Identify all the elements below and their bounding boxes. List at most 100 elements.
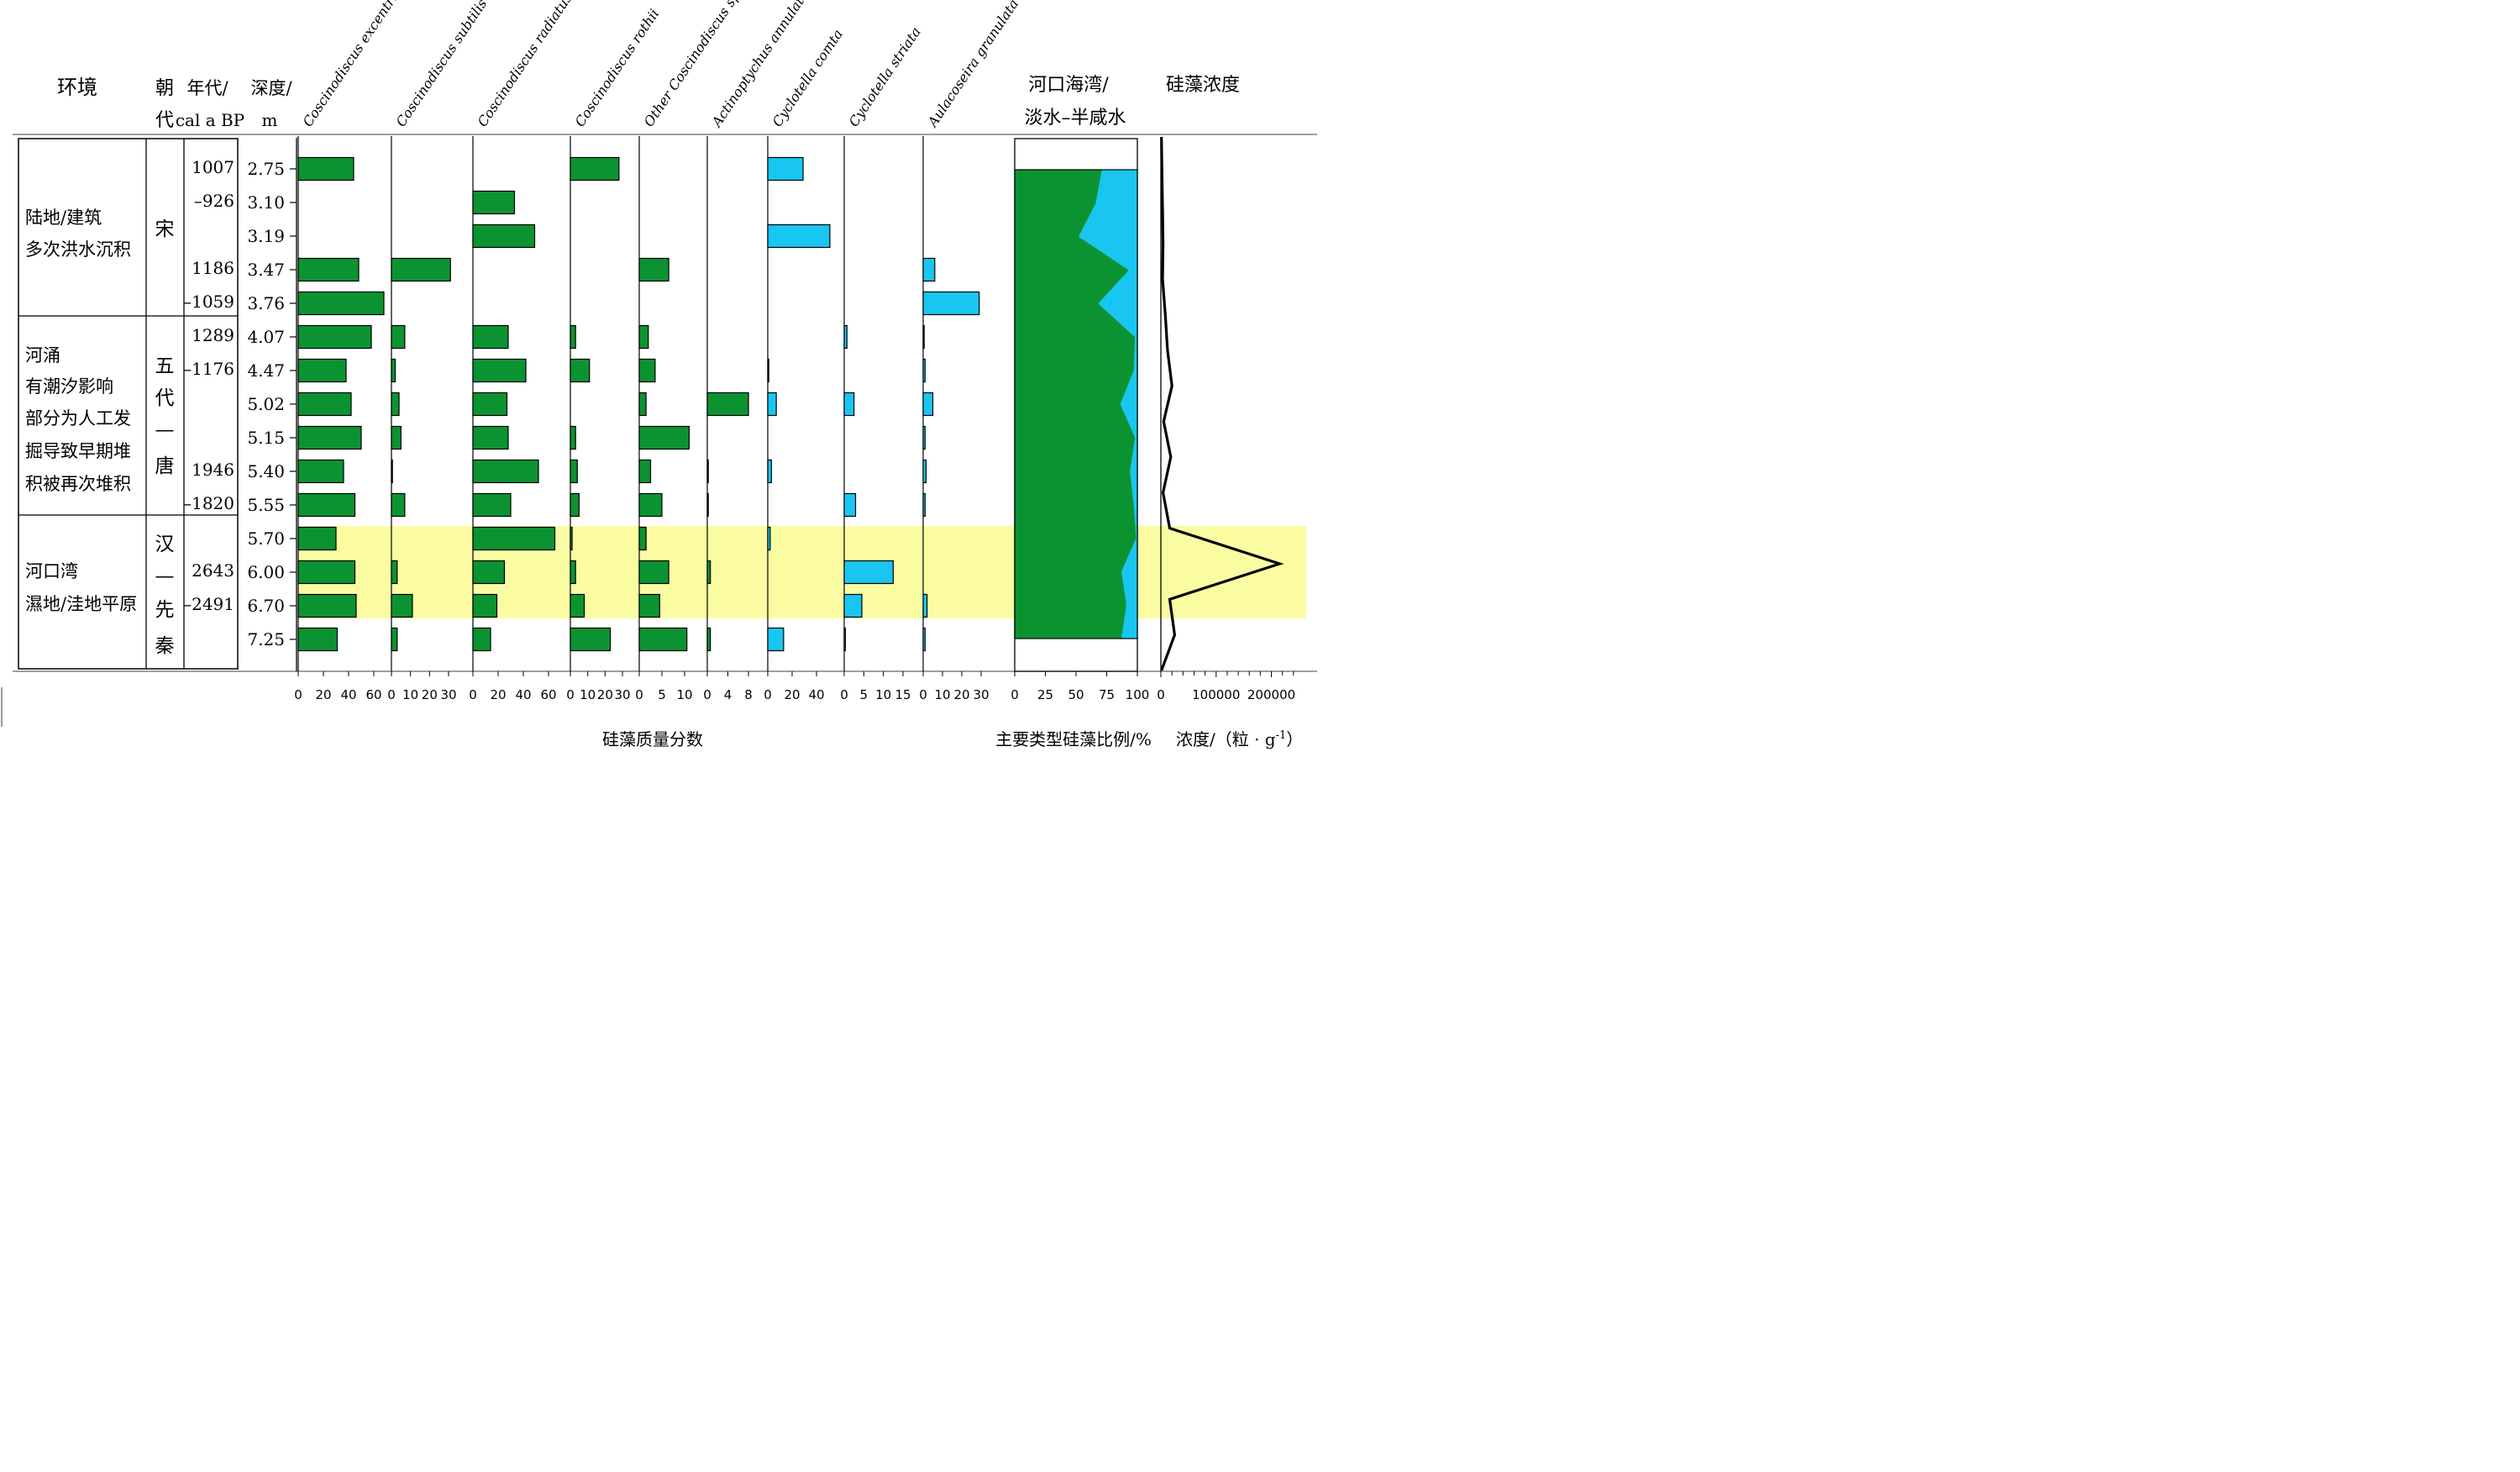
x-axis-label-mass: 硅藻质量分数 xyxy=(602,729,703,749)
x-tick-label: 0 xyxy=(387,687,396,702)
x-tick-label: 10 xyxy=(402,687,418,702)
bar xyxy=(843,492,857,518)
dynasty-header: 代 xyxy=(155,110,174,131)
x-tick-label: 60 xyxy=(365,687,381,702)
bar xyxy=(638,593,660,618)
x-tick-label: 0 xyxy=(635,687,643,702)
x-tick-label: 30 xyxy=(614,687,630,702)
taxon-name: Aulacoseira granulata xyxy=(923,0,1021,131)
bar xyxy=(767,223,831,249)
bar xyxy=(297,392,352,417)
age-header: cal a BP xyxy=(176,110,244,130)
x-tick-label: 0 xyxy=(1157,687,1165,702)
bar xyxy=(391,627,398,652)
concentration-line xyxy=(1160,136,1284,671)
bar xyxy=(297,257,360,282)
bar xyxy=(570,593,585,618)
bar xyxy=(922,257,936,282)
dynasty-label: — xyxy=(155,565,175,587)
x-tick-label: 40 xyxy=(808,687,824,702)
bar xyxy=(472,358,527,383)
bar xyxy=(706,392,749,417)
environment-label: 陆地/建筑 xyxy=(25,208,102,228)
x-tick-label: 5 xyxy=(860,687,869,702)
age-label: 1946 xyxy=(192,460,234,480)
bar xyxy=(706,459,709,484)
bar xyxy=(297,324,372,350)
x-axis-label-ratio: 主要类型硅藻比例/% xyxy=(995,729,1152,749)
bar xyxy=(391,257,451,282)
x-tick-label: 25 xyxy=(1037,687,1053,702)
x-tick-label: 30 xyxy=(440,687,456,702)
bar xyxy=(843,627,846,652)
age-label: 1186 xyxy=(192,258,234,278)
age-label: 1289 xyxy=(192,325,234,345)
bar xyxy=(297,459,344,484)
bar xyxy=(922,425,926,450)
x-tick-label: 0 xyxy=(919,687,927,702)
x-tick-label: 0 xyxy=(703,687,711,702)
bar xyxy=(391,593,413,618)
bar xyxy=(922,593,928,618)
bar xyxy=(638,492,663,518)
bar xyxy=(638,425,690,450)
proportion-plot-frame xyxy=(1014,169,1138,639)
bar xyxy=(638,627,688,652)
x-tick-label: 100000 xyxy=(1192,687,1240,702)
x-tick-label: 15 xyxy=(895,687,911,702)
x-tick-label: 200000 xyxy=(1247,687,1295,702)
x-tick-label: 75 xyxy=(1099,687,1115,702)
bar xyxy=(843,324,848,350)
bar xyxy=(472,324,509,350)
depth-header: m xyxy=(262,110,278,130)
bar xyxy=(922,392,934,417)
dynasty-label: 代 xyxy=(155,387,175,409)
proportion-title: 淡水–半咸水 xyxy=(1024,108,1126,129)
env-header: 环境 xyxy=(57,76,97,99)
x-tick-label: 8 xyxy=(744,687,753,702)
marine-area xyxy=(1015,170,1137,639)
x-tick-label: 0 xyxy=(1011,687,1019,702)
x-tick-label: 0 xyxy=(840,687,848,702)
x-tick-label: 60 xyxy=(540,687,556,702)
dynasty-label: 五 xyxy=(155,355,175,377)
bar xyxy=(297,358,347,383)
bar xyxy=(570,358,591,383)
bar xyxy=(472,392,508,417)
environment-label: 濕地/洼地平原 xyxy=(25,594,137,614)
x-tick-label: 40 xyxy=(515,687,531,702)
bar xyxy=(767,358,769,383)
x-tick-label: 20 xyxy=(597,687,613,702)
bar xyxy=(767,156,804,181)
depth-label: 3.47 xyxy=(247,260,285,280)
x-tick-label: 0 xyxy=(294,687,302,702)
depth-label: 5.02 xyxy=(247,394,285,414)
highlight-band xyxy=(298,526,1306,618)
bar xyxy=(922,627,926,652)
environment-label: 有潮汐影响 xyxy=(25,376,113,397)
depth-label: 5.15 xyxy=(247,428,285,448)
bar xyxy=(472,425,509,450)
bar xyxy=(638,459,652,484)
bar xyxy=(843,560,894,585)
age-label: –1820 xyxy=(183,493,234,513)
bar xyxy=(638,324,649,350)
bar xyxy=(391,492,406,518)
depth-label: 6.00 xyxy=(247,562,285,582)
depth-label: 2.75 xyxy=(247,159,285,179)
concentration-unit-suffix: ） xyxy=(1286,729,1303,749)
depth-label: 5.70 xyxy=(247,528,285,549)
dynasty-label: 宋 xyxy=(155,218,175,240)
bar xyxy=(472,223,536,249)
x-tick-label: 10 xyxy=(875,687,891,702)
bar xyxy=(767,459,772,484)
x-tick-label: 0 xyxy=(469,687,477,702)
x-tick-label: 20 xyxy=(315,687,331,702)
x-axis-label-concentration: 浓度/（粒 · g-1） xyxy=(1176,729,1303,749)
depth-label: 4.07 xyxy=(247,327,285,347)
bar xyxy=(297,492,356,518)
bar xyxy=(391,324,406,350)
bar xyxy=(472,560,506,585)
depth-header: 深度/ xyxy=(250,78,292,98)
